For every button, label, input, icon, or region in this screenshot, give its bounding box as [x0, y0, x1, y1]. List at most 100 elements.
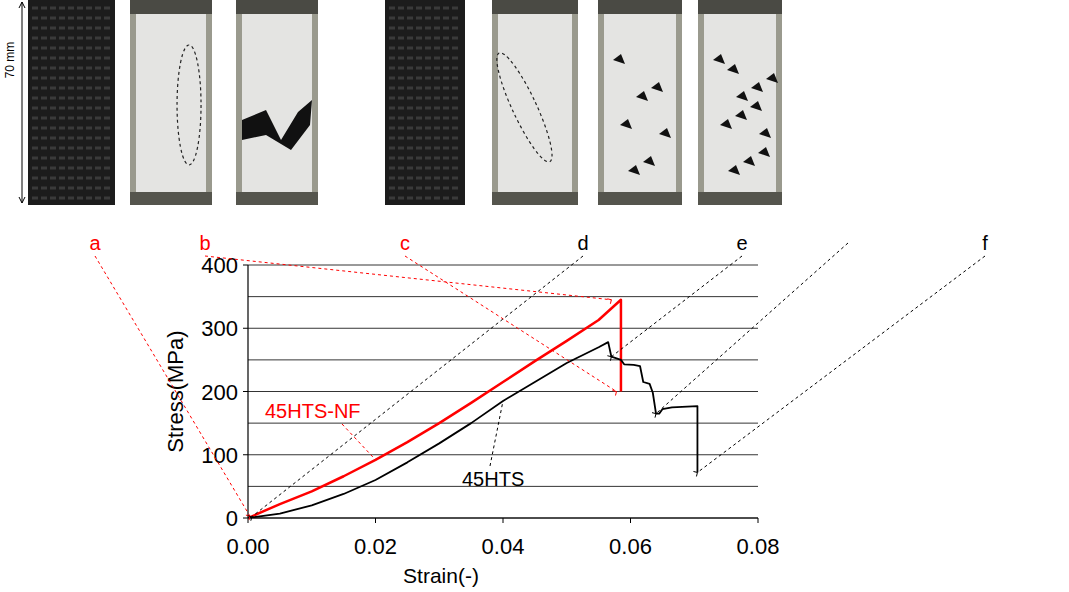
weave — [389, 17, 461, 20]
photo — [130, 0, 212, 205]
y-tick-label: 200 — [201, 380, 238, 405]
weave — [32, 97, 111, 100]
grip — [492, 0, 578, 14]
grip — [236, 192, 318, 205]
damage — [620, 119, 632, 129]
photo-leader — [252, 256, 583, 517]
damage — [636, 91, 648, 101]
leader-head — [693, 471, 697, 476]
weave — [32, 157, 111, 160]
weave — [389, 57, 461, 60]
weave — [32, 37, 111, 40]
photo-label: e — [736, 232, 747, 254]
weave — [32, 167, 111, 170]
weave — [389, 187, 461, 190]
leader-head — [652, 413, 656, 418]
weave — [32, 147, 111, 150]
damage — [242, 100, 312, 150]
damage — [751, 82, 763, 92]
damage — [651, 82, 663, 92]
damage — [613, 54, 625, 64]
figure: 70 mm01002003004000.000.020.040.060.08St… — [0, 0, 1069, 592]
tick — [503, 518, 504, 523]
damage — [759, 128, 771, 138]
weave — [389, 97, 461, 100]
photo-leader — [656, 243, 848, 414]
x-tick-label: 0.00 — [227, 534, 270, 559]
grip — [492, 192, 578, 205]
photo — [28, 0, 115, 205]
photo — [385, 0, 465, 205]
photo-leader — [611, 256, 742, 357]
highlight — [177, 45, 201, 165]
x-axis-title: Strain(-) — [403, 564, 479, 587]
photo-leader — [205, 256, 611, 300]
weave — [32, 117, 111, 120]
series-label: 45HTS — [462, 468, 524, 490]
photo — [698, 0, 782, 205]
weave — [389, 117, 461, 120]
weave — [32, 77, 111, 80]
weave — [32, 107, 111, 110]
weave — [32, 177, 111, 180]
tick — [243, 454, 248, 455]
specimen — [136, 14, 206, 192]
grip — [130, 0, 212, 14]
grid-line — [248, 359, 758, 360]
leader-head — [612, 391, 616, 396]
weave — [389, 107, 461, 110]
weave — [389, 167, 461, 170]
tick — [375, 518, 376, 523]
weave — [32, 187, 111, 190]
series-leader — [490, 401, 503, 466]
highlight — [488, 48, 560, 167]
y-tick-label: 400 — [201, 253, 238, 278]
scale-arrow — [19, 2, 25, 203]
tick — [243, 265, 248, 266]
grid-line — [248, 328, 758, 329]
weave — [389, 147, 461, 150]
weave — [32, 87, 111, 90]
y-tick-label: 100 — [201, 443, 238, 468]
weave — [32, 127, 111, 130]
damage — [659, 128, 671, 138]
weave — [389, 177, 461, 180]
photo-label: d — [577, 232, 588, 254]
photo — [598, 0, 682, 205]
grip — [236, 0, 318, 14]
damage — [758, 147, 770, 157]
specimen — [604, 14, 676, 192]
leader-head — [607, 356, 611, 361]
grip — [698, 0, 782, 14]
weave — [32, 197, 111, 200]
weave — [389, 47, 461, 50]
weave — [32, 47, 111, 50]
photo-label: f — [982, 232, 988, 254]
weave — [32, 137, 111, 140]
x-tick-label: 0.06 — [609, 534, 652, 559]
damage — [728, 165, 740, 175]
damage — [750, 101, 762, 111]
weave — [389, 137, 461, 140]
grid-line — [248, 265, 758, 266]
grip — [130, 192, 212, 205]
grip — [698, 192, 782, 205]
y-tick-label: 0 — [226, 506, 238, 531]
tick — [243, 391, 248, 392]
tick — [243, 518, 248, 519]
weave — [389, 27, 461, 30]
weave — [32, 27, 111, 30]
weave — [389, 77, 461, 80]
damage — [720, 119, 732, 129]
damage — [727, 64, 739, 74]
x-tick-label: 0.02 — [354, 534, 397, 559]
weave — [32, 17, 111, 20]
x-tick-label: 0.04 — [482, 534, 525, 559]
leader-head — [607, 299, 611, 304]
weave — [389, 197, 461, 200]
leader-head — [248, 516, 252, 521]
photos — [28, 0, 782, 205]
x-tick-label: 0.08 — [737, 534, 780, 559]
grip — [598, 192, 682, 205]
weave — [389, 7, 461, 10]
